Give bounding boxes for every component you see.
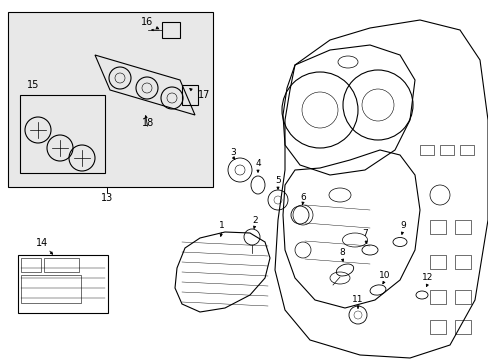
Bar: [429, 320, 445, 334]
Bar: [21, 258, 41, 272]
Text: 2: 2: [252, 216, 257, 225]
Text: 3: 3: [230, 148, 235, 157]
Text: 13: 13: [101, 193, 113, 203]
Bar: [439, 145, 453, 155]
Bar: [44, 258, 79, 272]
Text: 10: 10: [379, 270, 390, 279]
Bar: [20, 95, 105, 173]
Bar: [454, 320, 470, 334]
Bar: [8, 12, 213, 187]
Text: 4: 4: [255, 158, 260, 167]
Text: 12: 12: [422, 274, 433, 283]
Bar: [21, 275, 81, 303]
Text: 11: 11: [351, 296, 363, 305]
Text: 9: 9: [399, 220, 405, 230]
Text: 5: 5: [275, 176, 280, 185]
Bar: [454, 255, 470, 269]
Text: 15: 15: [27, 80, 39, 90]
Bar: [429, 220, 445, 234]
Text: 18: 18: [142, 118, 154, 128]
Bar: [454, 290, 470, 304]
Bar: [459, 145, 473, 155]
Bar: [419, 145, 433, 155]
Text: 6: 6: [300, 193, 305, 202]
Text: 16: 16: [141, 17, 153, 27]
Text: 8: 8: [339, 248, 344, 257]
Bar: [429, 255, 445, 269]
Text: 7: 7: [362, 229, 367, 238]
Text: 1: 1: [219, 220, 224, 230]
Text: 14: 14: [36, 238, 48, 248]
Bar: [182, 85, 198, 105]
Bar: [429, 290, 445, 304]
Bar: [18, 255, 108, 313]
Bar: [454, 220, 470, 234]
Bar: [162, 22, 180, 38]
Text: 17: 17: [198, 90, 210, 100]
